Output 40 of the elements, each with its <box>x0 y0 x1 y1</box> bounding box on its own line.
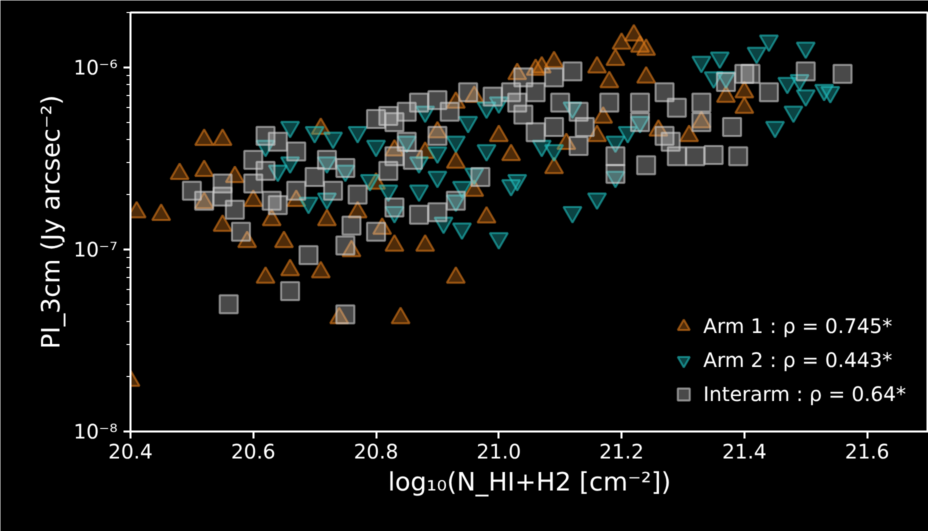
point <box>746 46 767 64</box>
point <box>446 136 466 154</box>
point <box>452 222 472 240</box>
point <box>544 144 564 162</box>
point <box>323 132 344 150</box>
legend-label: Arm 1 : ρ = 0.745* <box>703 314 892 338</box>
point <box>587 192 608 210</box>
point <box>796 89 816 107</box>
point <box>691 56 712 74</box>
x-axis-title: log₁₀(N_HI+H2 [cm⁻²]) <box>388 466 672 496</box>
y-tick-label: 10⁻⁷ <box>73 237 118 262</box>
point <box>458 116 478 134</box>
x-tick-label: 21.0 <box>476 440 522 464</box>
point <box>507 174 528 192</box>
point <box>710 51 730 70</box>
x-tick-label: 21.4 <box>722 440 767 464</box>
point <box>562 206 582 224</box>
y-tick-label: 10⁻⁶ <box>73 55 118 80</box>
point <box>796 42 816 60</box>
point <box>476 144 497 162</box>
x-tick-label: 20.8 <box>354 440 398 464</box>
point <box>280 120 300 138</box>
legend-label: Interarm : ρ = 0.64* <box>703 382 906 406</box>
point <box>765 120 786 138</box>
point <box>427 146 448 164</box>
x-tick-label: 20.6 <box>231 440 276 464</box>
point <box>360 174 380 192</box>
x-tick-label: 21.6 <box>844 440 890 464</box>
point <box>366 140 386 158</box>
point <box>427 170 448 188</box>
point <box>304 126 325 144</box>
point <box>348 126 368 144</box>
point <box>409 184 430 202</box>
y-axis-title: PI_3cm (Jy arcsec⁻²) <box>35 95 66 349</box>
point <box>820 86 840 104</box>
legend-label: Arm 2 : ρ = 0.443* <box>703 348 892 372</box>
point <box>488 232 509 250</box>
x-tick-label: 21.2 <box>599 440 644 464</box>
point <box>758 34 779 52</box>
point <box>783 106 804 124</box>
